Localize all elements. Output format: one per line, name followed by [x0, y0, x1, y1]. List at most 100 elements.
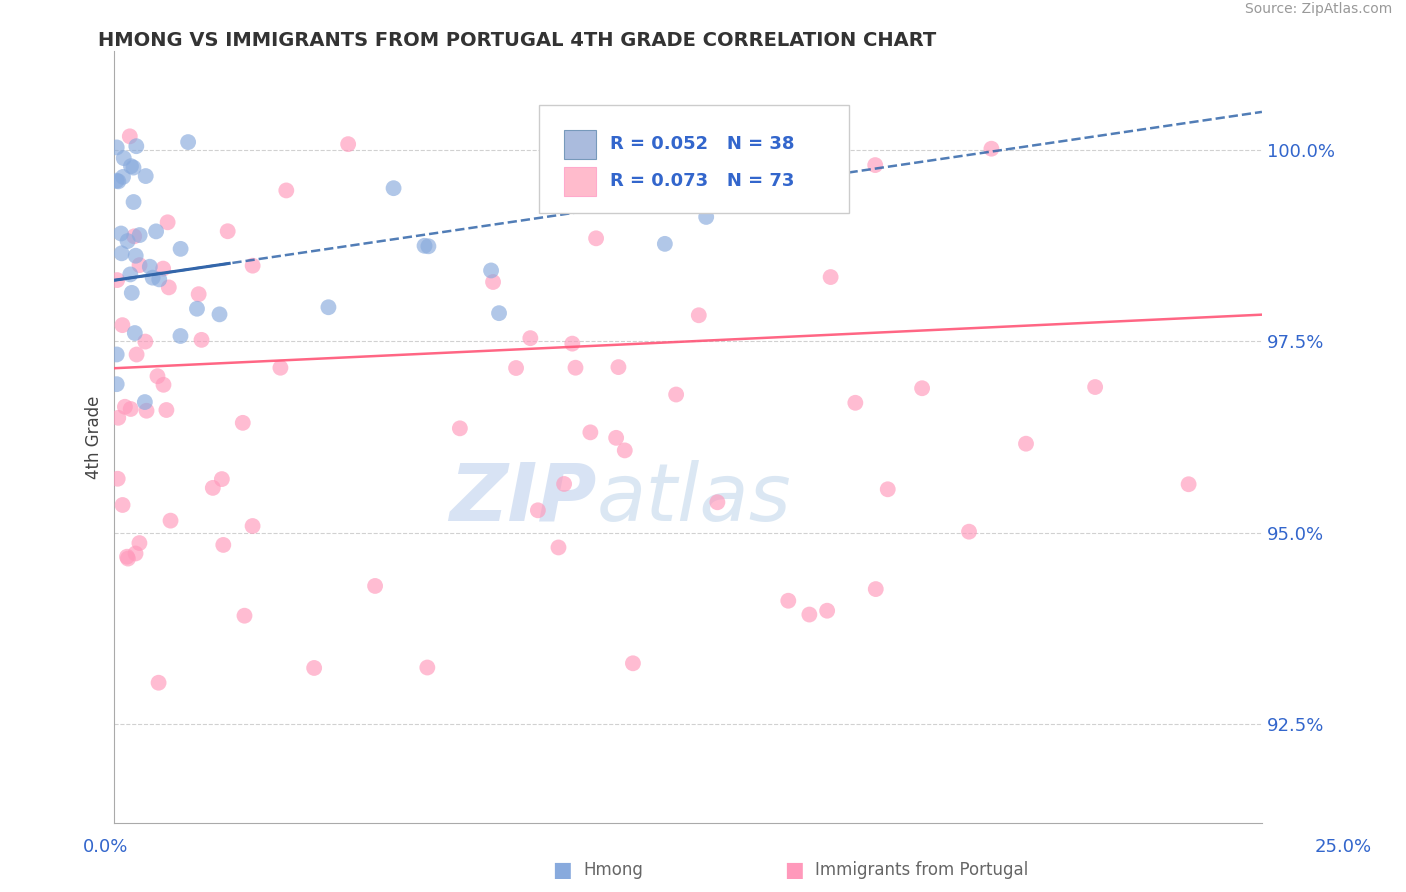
Point [110, 227, 132, 241]
Point [416, 660, 439, 674]
Point [449, 421, 471, 435]
Point [212, 538, 235, 552]
Point [957, 524, 980, 539]
Point [382, 181, 405, 195]
Point [120, 268, 142, 282]
Point [488, 306, 510, 320]
Point [605, 431, 627, 445]
Point [186, 301, 208, 316]
Point [148, 675, 170, 690]
Point [613, 443, 636, 458]
Point [706, 495, 728, 509]
Point [1015, 436, 1038, 450]
Point [232, 416, 254, 430]
Point [688, 308, 710, 322]
Point [242, 519, 264, 533]
Point [125, 249, 148, 263]
Text: Immigrants from Portugal: Immigrants from Portugal [815, 861, 1029, 879]
Point [505, 361, 527, 376]
Point [242, 259, 264, 273]
Point [564, 360, 586, 375]
Point [561, 336, 583, 351]
Point [156, 215, 179, 229]
Point [654, 236, 676, 251]
Y-axis label: 4th Grade: 4th Grade [86, 395, 103, 479]
Point [519, 331, 541, 345]
Point [579, 425, 602, 440]
Text: ■: ■ [785, 860, 804, 880]
Point [187, 287, 209, 301]
Text: atlas: atlas [596, 460, 792, 538]
Point [120, 159, 142, 173]
Point [865, 582, 887, 596]
Point [107, 472, 129, 486]
Point [479, 263, 502, 277]
Point [276, 183, 298, 197]
Point [980, 142, 1002, 156]
Text: Source: ZipAtlas.com: Source: ZipAtlas.com [1244, 3, 1392, 16]
Point [177, 135, 200, 149]
Point [134, 334, 156, 349]
Point [665, 387, 688, 401]
Text: 25.0%: 25.0% [1315, 838, 1371, 855]
Point [114, 400, 136, 414]
Point [201, 481, 224, 495]
Point [105, 140, 128, 154]
Point [233, 608, 256, 623]
Point [169, 329, 191, 343]
Text: R = 0.073   N = 73: R = 0.073 N = 73 [610, 172, 794, 190]
Point [139, 260, 162, 274]
Point [124, 326, 146, 340]
Point [911, 381, 934, 395]
Point [863, 158, 886, 172]
Point [190, 333, 212, 347]
Point [105, 377, 128, 392]
Point [115, 549, 138, 564]
Point [208, 307, 231, 321]
Point [547, 541, 569, 555]
Point [211, 472, 233, 486]
Point [152, 377, 174, 392]
Point [142, 270, 165, 285]
Point [169, 242, 191, 256]
Text: HMONG VS IMMIGRANTS FROM PORTUGAL 4TH GRADE CORRELATION CHART: HMONG VS IMMIGRANTS FROM PORTUGAL 4TH GR… [98, 31, 936, 50]
Point [118, 129, 141, 144]
Point [607, 360, 630, 375]
Point [157, 280, 180, 294]
Point [135, 169, 157, 183]
Point [527, 503, 550, 517]
Point [778, 593, 800, 607]
Point [695, 210, 717, 224]
Point [128, 228, 150, 243]
Point [112, 151, 135, 165]
Point [105, 174, 128, 188]
Point [585, 231, 607, 245]
Point [122, 194, 145, 209]
Point [302, 661, 325, 675]
Point [799, 607, 821, 622]
Point [111, 169, 134, 184]
Point [135, 403, 157, 417]
Point [318, 300, 340, 314]
Point [217, 224, 239, 238]
Point [128, 536, 150, 550]
Point [820, 270, 842, 285]
Point [117, 551, 139, 566]
FancyBboxPatch shape [564, 129, 596, 159]
Point [105, 347, 128, 361]
Point [876, 483, 898, 497]
Point [145, 224, 167, 238]
Point [364, 579, 387, 593]
Point [107, 410, 129, 425]
Point [128, 258, 150, 272]
Point [844, 396, 866, 410]
Point [134, 395, 156, 409]
Point [146, 369, 169, 384]
Point [148, 272, 170, 286]
Point [155, 403, 177, 417]
Point [124, 547, 146, 561]
Point [152, 261, 174, 276]
FancyBboxPatch shape [564, 167, 596, 196]
Point [418, 239, 440, 253]
Point [482, 275, 505, 289]
